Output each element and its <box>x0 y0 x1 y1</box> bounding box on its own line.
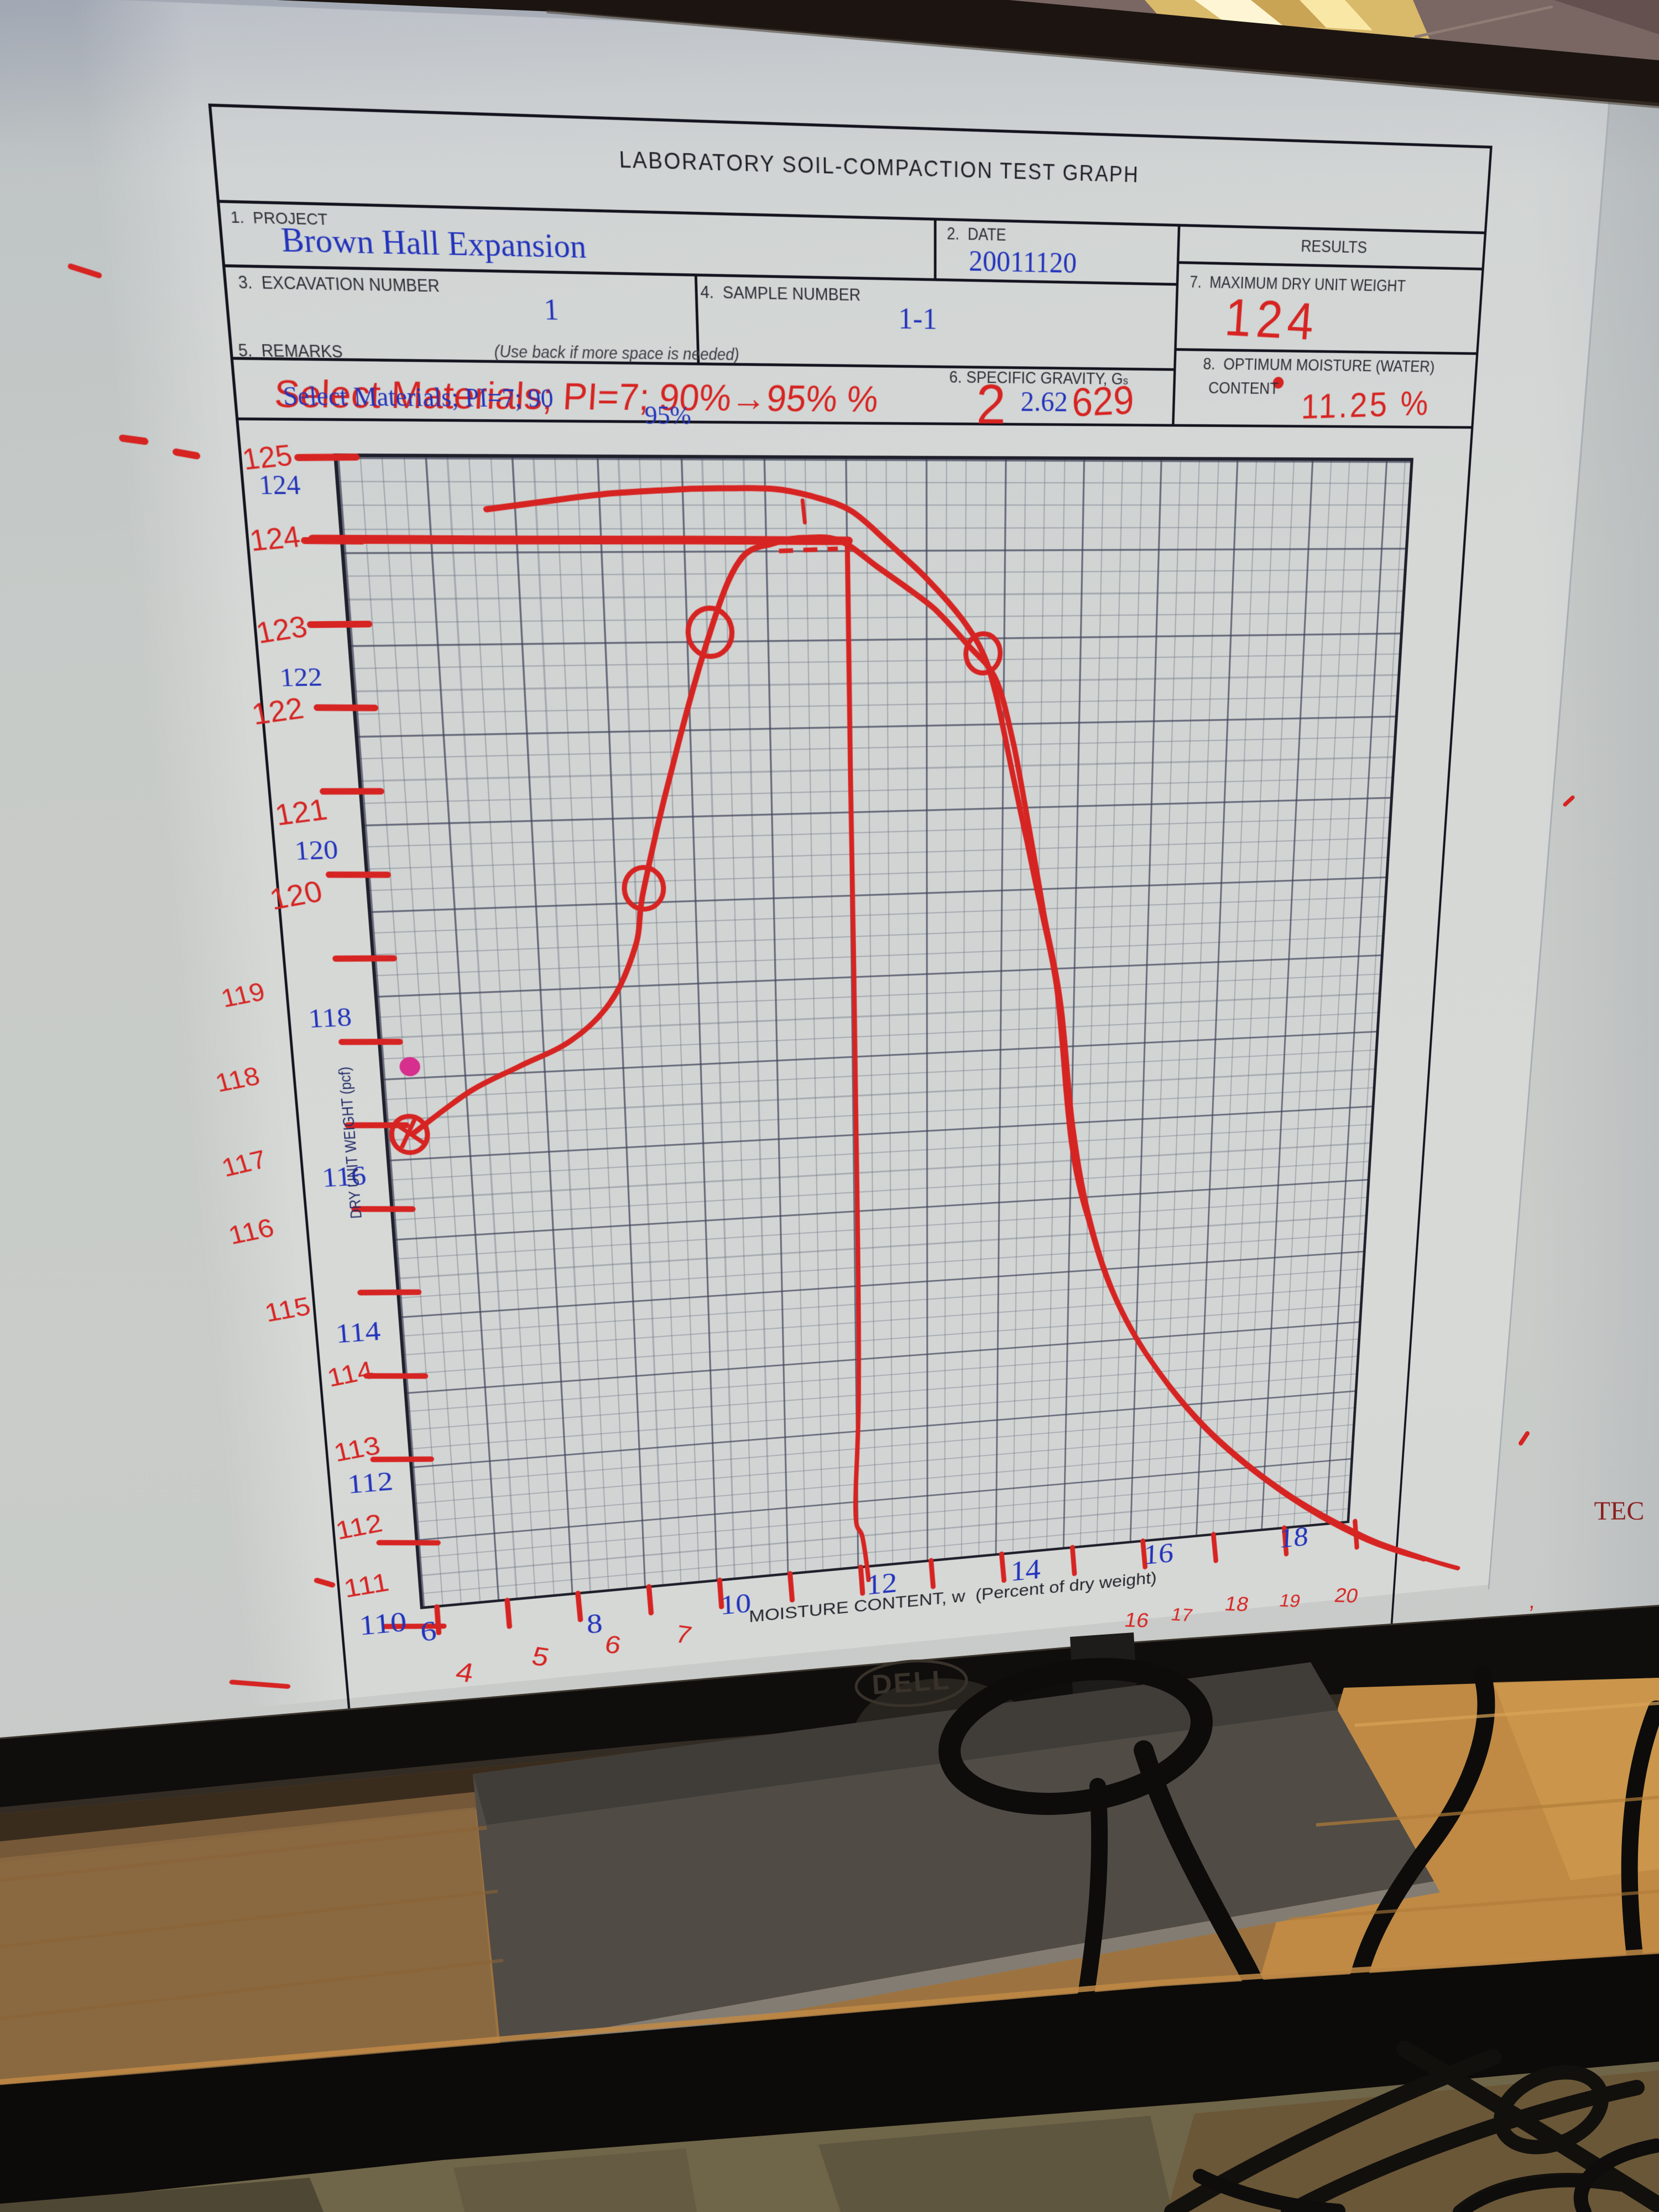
svg-text:DELL: DELL <box>871 1664 952 1700</box>
svg-text:TEC: TEC <box>1594 1496 1645 1526</box>
svg-text:,: , <box>1527 1589 1538 1614</box>
